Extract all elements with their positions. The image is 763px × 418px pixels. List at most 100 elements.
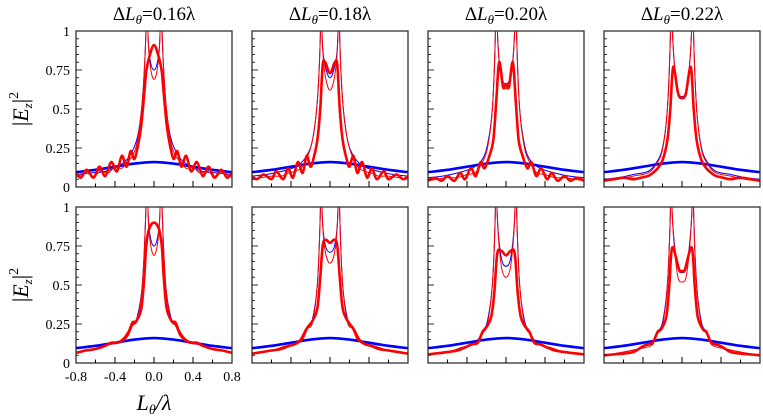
plot-frame	[427, 30, 585, 188]
y-tick-label: 0.5	[53, 103, 71, 118]
plot-frame	[603, 30, 761, 188]
thick-blue-curve	[76, 336, 232, 350]
x-tick-label: -0.4	[104, 370, 126, 385]
title-variable: L	[476, 4, 488, 25]
title-subscript: θ	[312, 12, 319, 27]
title-subscript: θ	[488, 12, 495, 27]
title-delta: Δ	[289, 4, 301, 25]
thick-red-curve	[428, 60, 584, 183]
title-value: =0.20λ	[494, 4, 548, 25]
title-value: =0.16λ	[142, 4, 196, 25]
thin-blue-curve	[604, 31, 760, 180]
thin-blue-curve	[252, 31, 408, 177]
title-variable: L	[652, 4, 664, 25]
title-delta: Δ	[113, 4, 125, 25]
thick-red-curve	[604, 65, 760, 183]
ylabel-superscript: 2	[7, 268, 22, 275]
thin-red-curve	[604, 31, 760, 182]
y-tick-label: 0.75	[46, 64, 71, 79]
title-value: =0.22λ	[670, 4, 724, 25]
thick-red-curve	[604, 246, 760, 357]
ylabel-bar-left: |	[8, 298, 33, 302]
x-tick-label: -0.8	[65, 370, 87, 385]
thick-blue-curve	[252, 336, 408, 350]
ylabel-subscript: z	[20, 279, 35, 285]
y-tick-label: 0.25	[46, 318, 71, 333]
panel-r2-c3	[427, 206, 585, 364]
column-title: ΔLθ=0.20λ	[465, 4, 548, 27]
plot-frame	[75, 30, 233, 188]
thick-red-curve	[252, 59, 408, 181]
panel-r1-c2	[251, 30, 409, 188]
y-axis-label: |Ez|2	[7, 268, 35, 302]
panels: 0 0.25 0.5 0.75 1 0 0.25 0.5 0.75 1 -0.8 -0.4 0.0 0.4…	[46, 25, 761, 385]
ylabel-bar-left: |	[8, 122, 33, 126]
curves	[76, 31, 232, 179]
thick-blue-curve	[604, 160, 760, 174]
thin-red-curve	[428, 207, 584, 355]
thick-blue-curve	[428, 160, 584, 174]
panel-r2-c4	[603, 206, 761, 364]
ylabel-superscript: 2	[7, 92, 22, 99]
plot-frame	[427, 206, 585, 364]
plot-frame	[603, 206, 761, 364]
thick-blue-curve	[252, 160, 408, 174]
x-tick-label: 0.4	[184, 370, 202, 385]
y-tick-label: 0	[63, 181, 70, 196]
thin-red-curve	[76, 207, 232, 353]
plot-frame	[251, 206, 409, 364]
thick-red-curve	[76, 221, 232, 355]
thin-blue-curve	[76, 31, 232, 176]
curves	[604, 207, 760, 357]
y-tick-label: 0	[63, 357, 70, 372]
xlabel-subscript: θ	[149, 403, 156, 418]
curves	[76, 207, 232, 355]
thick-red-curve	[428, 248, 584, 356]
x-tick-label: 0.0	[145, 370, 163, 385]
panel-r1-c4	[603, 30, 761, 188]
title-delta: Δ	[641, 4, 653, 25]
ylabel-bar-right: |	[8, 99, 33, 103]
title-value: =0.18λ	[318, 4, 372, 25]
thin-blue-curve	[76, 207, 232, 353]
curves	[604, 31, 760, 183]
thick-blue-curve	[604, 336, 760, 350]
curves	[428, 207, 584, 356]
thin-blue-curve	[428, 207, 584, 355]
y-axis-labels: |Ez|2|Ez|2	[7, 92, 35, 302]
thin-red-curve	[252, 207, 408, 355]
x-axis-label: Lθ/λ	[136, 390, 172, 418]
xlabel-variable: L	[136, 390, 149, 415]
curves	[252, 207, 408, 355]
x-axis-label-text: Lθ/λ	[136, 390, 172, 418]
thick-red-curve	[76, 43, 232, 179]
ylabel-variable: E	[8, 108, 33, 123]
ylabel-subscript: z	[20, 103, 35, 109]
y-tick-label: 0.25	[46, 142, 71, 157]
xlabel-rest: /λ	[154, 390, 172, 415]
title-subscript: θ	[136, 12, 143, 27]
title-subscript: θ	[664, 12, 671, 27]
y-tick-label: 0.75	[46, 240, 71, 255]
ylabel-variable: E	[8, 284, 33, 299]
panel-r2-c1: 0 0.25 0.5 0.75 1 -0.8 -0.4 0.0 0.4 0.8	[46, 201, 241, 385]
ylabel-bar-right: |	[8, 275, 33, 279]
thin-red-curve	[252, 31, 408, 180]
thick-blue-curve	[428, 336, 584, 350]
plot-frame	[251, 30, 409, 188]
y-tick-label: 1	[63, 201, 70, 216]
title-delta: Δ	[465, 4, 477, 25]
column-titles: ΔLθ=0.16λ ΔLθ=0.18λ ΔLθ=0.20λ ΔLθ=0.22λ	[113, 4, 724, 27]
panel-r1-c3	[427, 30, 585, 188]
column-title: ΔLθ=0.16λ	[113, 4, 196, 27]
y-tick-label: 0.5	[53, 279, 71, 294]
title-variable: L	[124, 4, 136, 25]
curves	[252, 31, 408, 181]
y-tick-label: 1	[63, 25, 70, 40]
column-title: ΔLθ=0.22λ	[641, 4, 724, 27]
x-tick-label: 0.8	[223, 370, 241, 385]
column-title: ΔLθ=0.18λ	[289, 4, 372, 27]
plot-frame	[75, 206, 233, 364]
thick-red-curve	[252, 238, 408, 355]
